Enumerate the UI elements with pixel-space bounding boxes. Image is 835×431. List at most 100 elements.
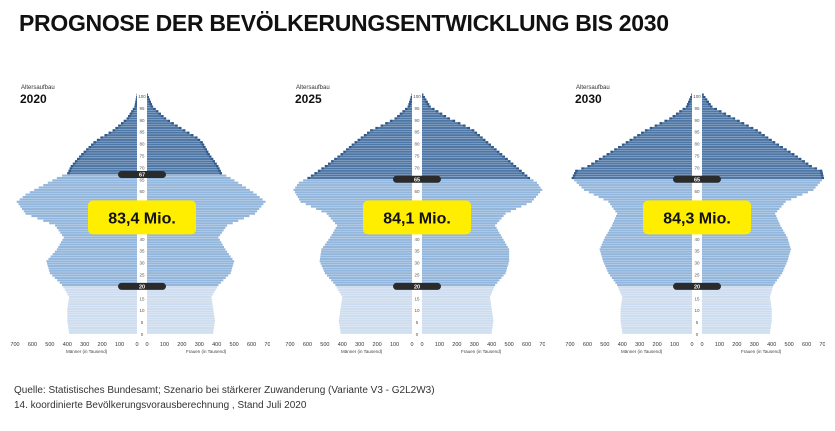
men-bar-edge bbox=[112, 129, 116, 132]
men-bar bbox=[360, 136, 412, 139]
women-bar bbox=[702, 257, 789, 260]
men-bar bbox=[600, 245, 692, 249]
women-bar bbox=[147, 200, 266, 203]
age-marker bbox=[393, 282, 441, 290]
men-bar bbox=[38, 186, 138, 189]
x-tick-label: 400 bbox=[338, 342, 347, 348]
women-bar bbox=[147, 136, 198, 139]
men-bar bbox=[672, 115, 692, 118]
women-bar bbox=[422, 257, 510, 260]
men-bar bbox=[620, 310, 692, 313]
women-bar-edge bbox=[205, 150, 209, 153]
women-bar bbox=[422, 155, 505, 158]
women-bar bbox=[702, 281, 776, 284]
men-bar bbox=[375, 126, 412, 130]
x-tick-label: 200 bbox=[98, 342, 107, 348]
men-bar bbox=[340, 293, 412, 296]
women-bar bbox=[702, 181, 820, 184]
women-bar bbox=[147, 143, 205, 146]
total-badge-label: 83,4 Mio. bbox=[108, 210, 176, 227]
women-bar-edge bbox=[513, 165, 517, 168]
x-tick-label: 200 bbox=[653, 342, 662, 348]
women-bar bbox=[147, 234, 221, 237]
men-bar bbox=[614, 148, 692, 151]
men-bar-edge bbox=[591, 162, 594, 165]
women-bar bbox=[422, 310, 493, 313]
women-bar bbox=[147, 155, 212, 158]
men-bar bbox=[385, 122, 412, 125]
men-bar bbox=[62, 174, 138, 177]
women-bar bbox=[422, 234, 501, 237]
x-tick-label: 700 bbox=[10, 342, 19, 348]
men-bar-edge bbox=[334, 157, 337, 161]
women-bar bbox=[422, 305, 492, 308]
age-tick-label: 35 bbox=[694, 249, 700, 254]
men-bar bbox=[299, 198, 412, 201]
women-bar bbox=[702, 195, 797, 199]
men-bar bbox=[112, 129, 137, 132]
x-tick-label: 700 bbox=[565, 342, 574, 348]
women-bar bbox=[422, 103, 430, 106]
x-tick-label: 200 bbox=[732, 342, 741, 348]
women-bar bbox=[147, 245, 225, 249]
age-tick-label: 95 bbox=[694, 106, 700, 111]
women-bar-edge bbox=[524, 174, 528, 177]
men-bar-edge bbox=[685, 105, 689, 108]
women-bar-edge bbox=[207, 153, 210, 156]
women-bar bbox=[702, 319, 772, 322]
men-bar bbox=[333, 281, 412, 284]
men-bar-edge bbox=[367, 131, 370, 134]
age-tick-label: 95 bbox=[139, 106, 145, 111]
chart-year: 2020 bbox=[20, 92, 47, 106]
women-bar bbox=[147, 243, 223, 246]
men-bar bbox=[598, 195, 692, 199]
men-bar bbox=[296, 184, 412, 187]
men-bar-edge bbox=[132, 107, 136, 111]
men-bar-edge bbox=[572, 174, 576, 177]
x-tick-label: 600 bbox=[802, 342, 811, 348]
women-bar bbox=[147, 138, 201, 141]
men-bar bbox=[68, 300, 137, 303]
women-bar bbox=[147, 324, 215, 327]
women-bar bbox=[702, 179, 822, 182]
men-bar bbox=[321, 250, 412, 253]
women-bar bbox=[147, 205, 262, 208]
women-bar-edge bbox=[443, 115, 447, 118]
men-bar bbox=[363, 134, 412, 137]
women-bar bbox=[702, 269, 784, 272]
women-bar bbox=[422, 253, 510, 256]
women-bar bbox=[147, 117, 167, 120]
age-tick-label: 0 bbox=[141, 332, 144, 337]
men-bar bbox=[348, 145, 412, 149]
women-bar-edge bbox=[485, 141, 489, 144]
men-bar bbox=[354, 141, 412, 144]
women-bar bbox=[147, 257, 233, 260]
women-bar bbox=[422, 160, 511, 163]
men-bar-edge bbox=[354, 141, 357, 144]
women-bar-edge bbox=[195, 136, 198, 139]
men-bar bbox=[620, 307, 692, 310]
men-bar bbox=[583, 188, 692, 191]
women-bar-edge bbox=[422, 96, 425, 99]
men-bar bbox=[621, 143, 692, 146]
men-bar-edge bbox=[327, 162, 331, 165]
men-bar bbox=[607, 269, 692, 272]
men-bar bbox=[59, 243, 138, 246]
women-bar bbox=[147, 269, 232, 272]
x-tick-label: 200 bbox=[452, 342, 461, 348]
age-tick-label: 40 bbox=[694, 237, 700, 242]
women-bar bbox=[422, 122, 461, 125]
women-bar bbox=[422, 105, 431, 108]
women-bar-edge bbox=[737, 119, 740, 122]
men-bar-edge bbox=[129, 112, 133, 115]
women-bar bbox=[702, 284, 774, 287]
men-bar bbox=[327, 162, 412, 165]
men-bar bbox=[331, 160, 412, 163]
men-bar bbox=[77, 157, 137, 161]
source-note: Quelle: Statistisches Bundesamt; Szenari… bbox=[14, 383, 435, 413]
men-bar bbox=[620, 312, 692, 315]
men-bar bbox=[67, 314, 137, 318]
women-bar-edge bbox=[820, 174, 824, 177]
women-bar bbox=[422, 286, 495, 289]
men-bar bbox=[686, 103, 692, 106]
